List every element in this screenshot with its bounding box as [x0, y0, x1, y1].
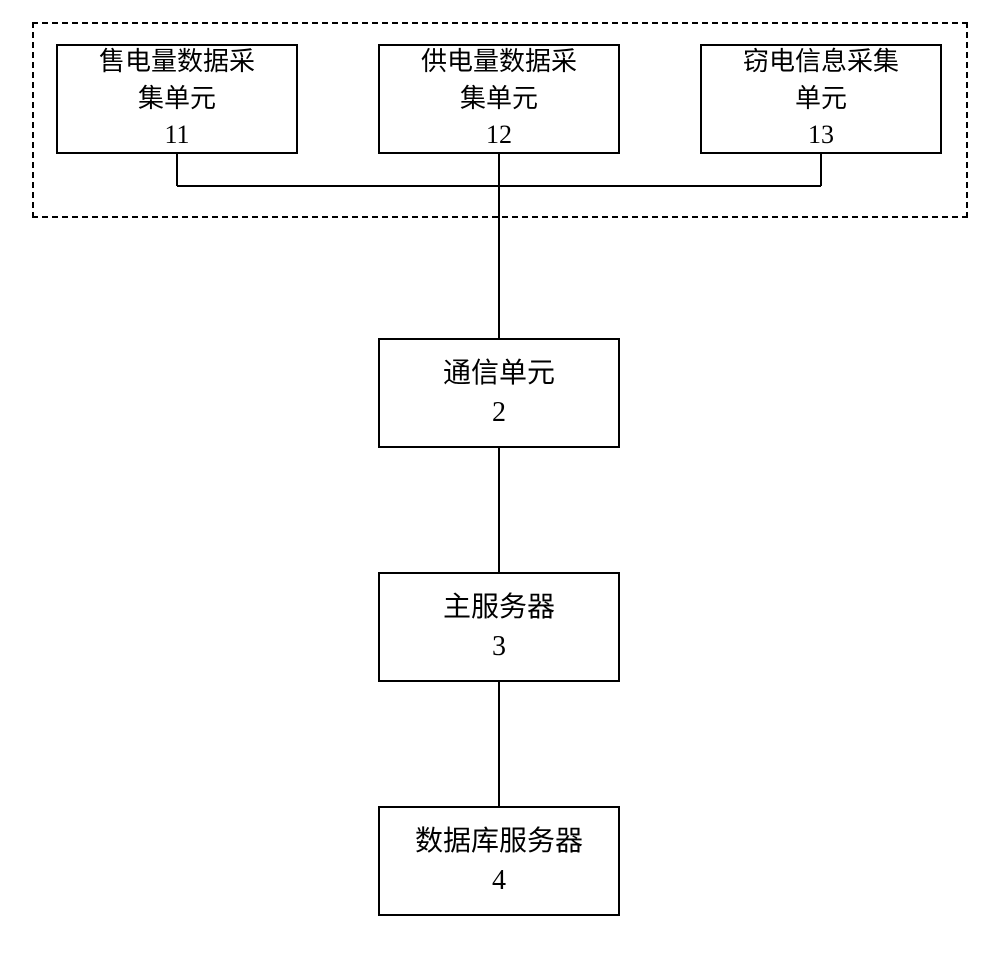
node-communication-unit: 通信单元 2 — [378, 338, 620, 448]
node-id: 2 — [492, 393, 506, 432]
edge — [498, 154, 500, 186]
edge — [498, 682, 500, 806]
node-id: 12 — [486, 117, 512, 153]
node-label: 主服务器 — [443, 588, 555, 627]
node-id: 3 — [492, 627, 506, 666]
edge — [498, 448, 500, 572]
node-id: 11 — [164, 117, 189, 153]
node-id: 4 — [492, 861, 506, 900]
node-label: 窃电信息采集单元 — [743, 44, 899, 117]
node-id: 13 — [808, 117, 834, 153]
node-label: 数据库服务器 — [415, 822, 583, 861]
node-label: 通信单元 — [443, 354, 555, 393]
node-theft-info-collection: 窃电信息采集单元 13 — [700, 44, 942, 154]
node-label: 供电量数据采集单元 — [421, 44, 577, 117]
edge — [820, 154, 822, 186]
node-main-server: 主服务器 3 — [378, 572, 620, 682]
node-database-server: 数据库服务器 4 — [378, 806, 620, 916]
node-sales-data-collection: 售电量数据采集单元 11 — [56, 44, 298, 154]
edge — [498, 186, 500, 338]
node-supply-data-collection: 供电量数据采集单元 12 — [378, 44, 620, 154]
node-label: 售电量数据采集单元 — [99, 44, 255, 117]
edge — [176, 154, 178, 186]
